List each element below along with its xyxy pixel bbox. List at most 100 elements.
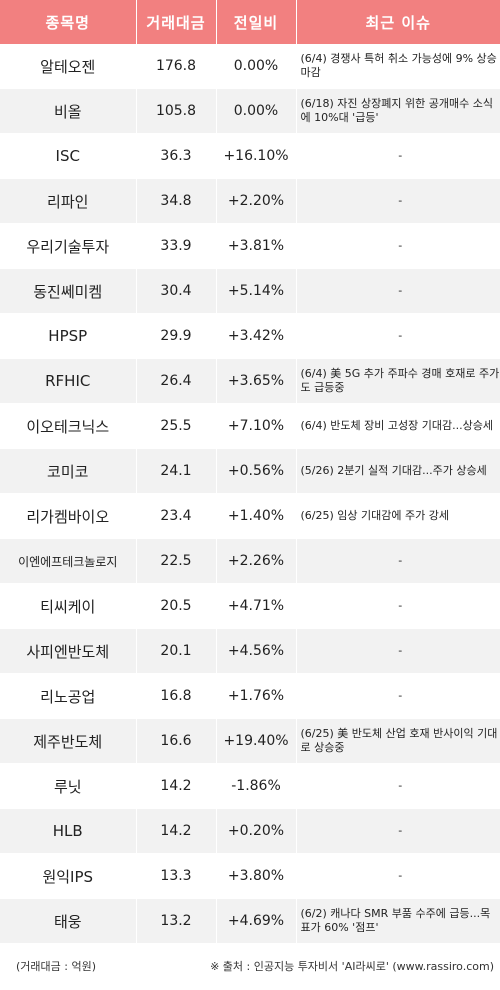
price-change: +0.56%: [216, 448, 297, 494]
price-change: -1.86%: [216, 763, 297, 809]
recent-issue: (5/26) 2분기 실적 기대감...주가 상승세: [296, 448, 500, 494]
table-row: HPSP 29.9 +3.42% -: [0, 313, 500, 359]
recent-issue: -: [296, 763, 500, 809]
trade-volume: 14.2: [136, 763, 217, 809]
recent-issue: (6/18) 자진 상장폐지 위한 공개매수 소식에 10%대 '급등': [296, 88, 500, 134]
header-issue: 최근 이슈: [296, 0, 500, 44]
price-change: +4.56%: [216, 628, 297, 674]
price-change: +16.10%: [216, 133, 297, 179]
trade-volume: 33.9: [136, 223, 217, 269]
trade-volume: 14.2: [136, 808, 217, 854]
table-row: 티씨케이 20.5 +4.71% -: [0, 583, 500, 629]
recent-issue: (6/4) 美 5G 추가 주파수 경매 호재로 주가도 급등중: [296, 358, 500, 404]
footer: (거래대금 : 억원) ※ 출처 : 인공지능 투자비서 'AI라씨로' (ww…: [0, 953, 500, 977]
recent-issue: -: [296, 313, 500, 359]
table-row: 태웅 13.2 +4.69% (6/2) 캐나다 SMR 부품 수주에 급등...목표…: [0, 898, 500, 944]
table-row: 리가켐바이오 23.4 +1.40% (6/25) 임상 기대감에 주가 강세: [0, 493, 500, 539]
recent-issue: -: [296, 178, 500, 224]
stock-table: 종목명 거래대금 전일비 최근 이슈 알테오젠 176.8 0.00% (6/4) 경…: [0, 0, 500, 944]
header-row: 종목명 거래대금 전일비 최근 이슈: [0, 0, 500, 44]
stock-name: 이오테크닉스: [0, 403, 137, 449]
price-change: +19.40%: [216, 718, 297, 764]
price-change: +2.26%: [216, 538, 297, 584]
trade-volume: 16.8: [136, 673, 217, 719]
table-row: 이엔에프테크놀로지 22.5 +2.26% -: [0, 538, 500, 584]
trade-volume: 25.5: [136, 403, 217, 449]
recent-issue: -: [296, 583, 500, 629]
price-change: +3.65%: [216, 358, 297, 404]
trade-volume: 34.8: [136, 178, 217, 224]
stock-name: 리노공업: [0, 673, 137, 719]
price-change: +1.76%: [216, 673, 297, 719]
recent-issue: (6/4) 반도체 장비 고성장 기대감...상승세: [296, 403, 500, 449]
stock-name: 비올: [0, 88, 137, 134]
table-row: 알테오젠 176.8 0.00% (6/4) 경쟁사 특허 취소 가능성에 9% 상승…: [0, 44, 500, 89]
recent-issue: -: [296, 133, 500, 179]
source-note: ※ 출처 : 인공지능 투자비서 'AI라씨로' (www.rassiro.co…: [210, 960, 494, 973]
stock-name: 루닛: [0, 763, 137, 809]
trade-volume: 16.6: [136, 718, 217, 764]
table-row: 비올 105.8 0.00% (6/18) 자진 상장폐지 위한 공개매수 소식에 1…: [0, 88, 500, 134]
stock-name: 원익IPS: [0, 853, 137, 899]
price-change: +3.80%: [216, 853, 297, 899]
price-change: +2.20%: [216, 178, 297, 224]
table-header: 종목명 거래대금 전일비 최근 이슈: [0, 0, 500, 44]
header-volume: 거래대금: [136, 0, 217, 44]
header-change: 전일비: [216, 0, 297, 44]
recent-issue: -: [296, 268, 500, 314]
trade-volume: 36.3: [136, 133, 217, 179]
price-change: +7.10%: [216, 403, 297, 449]
recent-issue: -: [296, 808, 500, 854]
stock-name: 코미코: [0, 448, 137, 494]
price-change: 0.00%: [216, 88, 297, 134]
stock-name: 알테오젠: [0, 44, 137, 89]
table-row: 동진쎄미켐 30.4 +5.14% -: [0, 268, 500, 314]
recent-issue: -: [296, 628, 500, 674]
table-row: 우리기술투자 33.9 +3.81% -: [0, 223, 500, 269]
stock-name: 사피엔반도체: [0, 628, 137, 674]
trade-volume: 22.5: [136, 538, 217, 584]
table-row: ISC 36.3 +16.10% -: [0, 133, 500, 179]
stock-name: RFHIC: [0, 358, 137, 404]
stock-name: HPSP: [0, 313, 137, 359]
table-row: HLB 14.2 +0.20% -: [0, 808, 500, 854]
table-row: 이오테크닉스 25.5 +7.10% (6/4) 반도체 장비 고성장 기대감...상…: [0, 403, 500, 449]
recent-issue: (6/25) 임상 기대감에 주가 강세: [296, 493, 500, 539]
stock-name: 태웅: [0, 898, 137, 944]
trade-volume: 20.1: [136, 628, 217, 674]
stock-name: ISC: [0, 133, 137, 179]
recent-issue: (6/2) 캐나다 SMR 부품 수주에 급등...목표가 60% '점프': [296, 898, 500, 944]
trade-volume: 13.2: [136, 898, 217, 944]
table-row: 코미코 24.1 +0.56% (5/26) 2분기 실적 기대감...주가 상승세: [0, 448, 500, 494]
table-row: 원익IPS 13.3 +3.80% -: [0, 853, 500, 899]
table-row: 리노공업 16.8 +1.76% -: [0, 673, 500, 719]
stock-name: 우리기술투자: [0, 223, 137, 269]
trade-volume: 105.8: [136, 88, 217, 134]
table-row: 리파인 34.8 +2.20% -: [0, 178, 500, 224]
stock-name: 티씨케이: [0, 583, 137, 629]
trade-volume: 13.3: [136, 853, 217, 899]
stock-name: HLB: [0, 808, 137, 854]
recent-issue: -: [296, 673, 500, 719]
recent-issue: -: [296, 223, 500, 269]
stock-name: 리파인: [0, 178, 137, 224]
trade-volume: 24.1: [136, 448, 217, 494]
trade-volume: 26.4: [136, 358, 217, 404]
trade-volume: 176.8: [136, 44, 217, 89]
recent-issue: -: [296, 538, 500, 584]
price-change: +0.20%: [216, 808, 297, 854]
trade-volume: 29.9: [136, 313, 217, 359]
trade-volume: 20.5: [136, 583, 217, 629]
recent-issue: -: [296, 853, 500, 899]
table-row: 제주반도체 16.6 +19.40% (6/25) 美 반도체 산업 호재 반사이익 …: [0, 718, 500, 764]
trade-volume: 23.4: [136, 493, 217, 539]
table-row: RFHIC 26.4 +3.65% (6/4) 美 5G 추가 주파수 경매 호재로 …: [0, 358, 500, 404]
header-name: 종목명: [0, 0, 137, 44]
price-change: +4.71%: [216, 583, 297, 629]
table-row: 사피엔반도체 20.1 +4.56% -: [0, 628, 500, 674]
stock-name: 리가켐바이오: [0, 493, 137, 539]
stock-name: 동진쎄미켐: [0, 268, 137, 314]
table-body: 알테오젠 176.8 0.00% (6/4) 경쟁사 특허 취소 가능성에 9% 상승…: [0, 44, 500, 944]
price-change: 0.00%: [216, 44, 297, 89]
price-change: +5.14%: [216, 268, 297, 314]
